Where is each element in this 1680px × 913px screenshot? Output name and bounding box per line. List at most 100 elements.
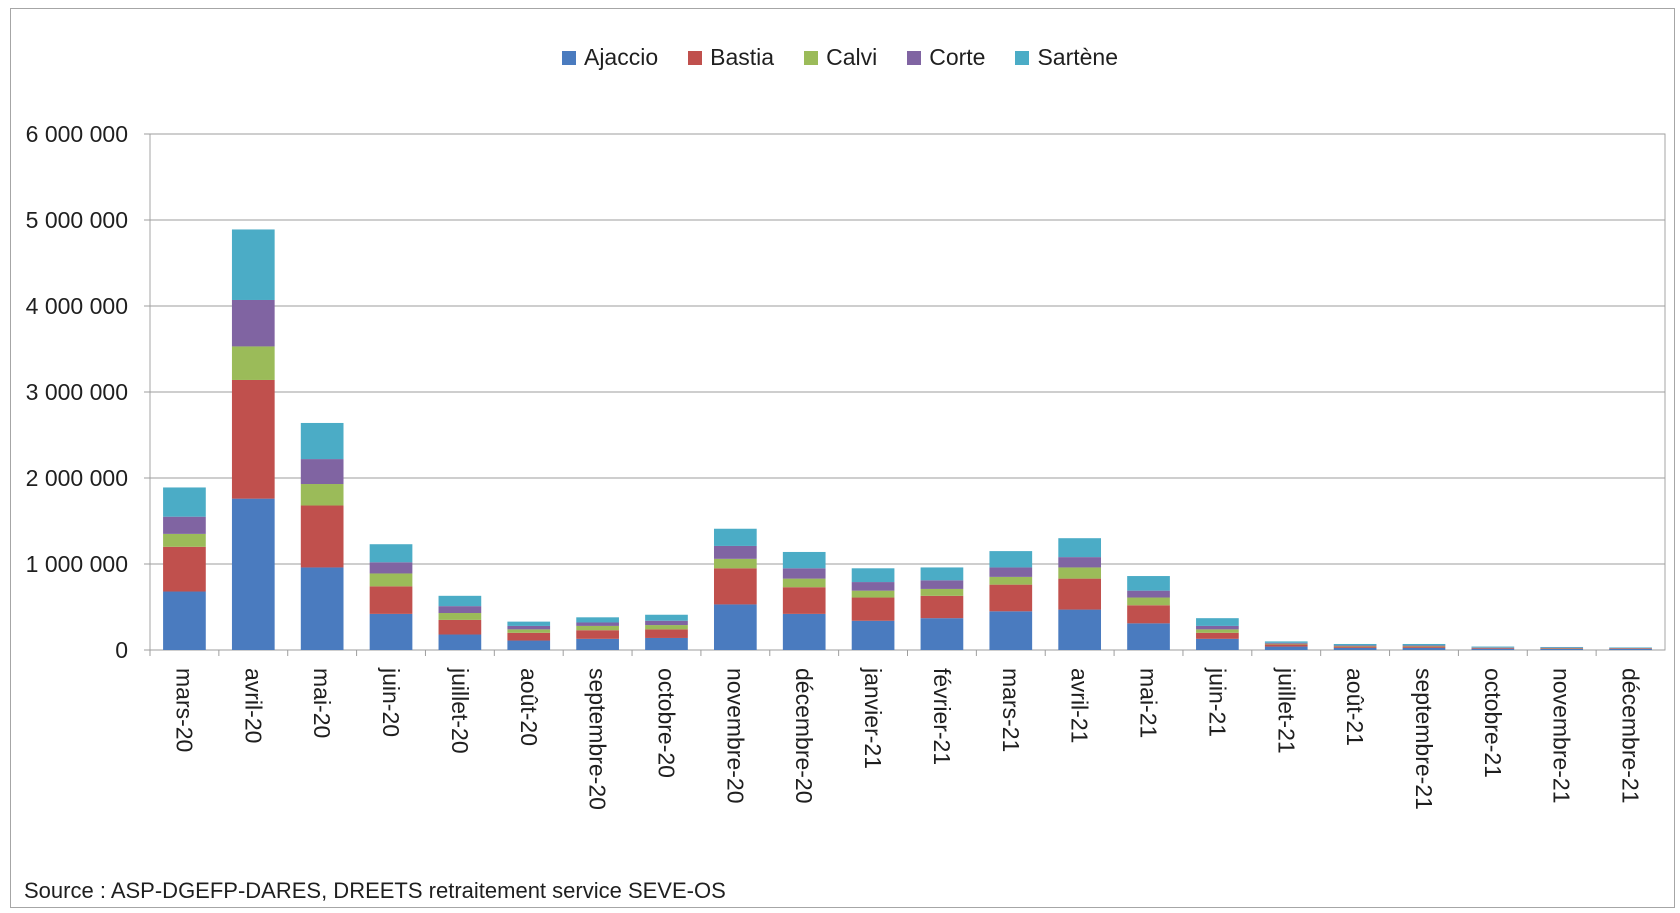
x-tick-label: mai-20 [309, 668, 335, 738]
bar-segment-bastia [645, 629, 688, 638]
bar-segment-calvi [1196, 629, 1239, 633]
bar-segment-calvi [1058, 567, 1102, 579]
x-tick-label: décembre-20 [791, 668, 817, 804]
legend-item: Bastia [688, 44, 774, 71]
legend-item: Corte [907, 44, 985, 71]
legend-item: Calvi [804, 44, 877, 71]
bar-segment-bastia [851, 597, 895, 621]
bar-segment-ajaccio [507, 640, 551, 650]
bar-segment-sartène [438, 595, 482, 607]
bar-segment-bastia [576, 630, 619, 639]
legend-label: Corte [929, 44, 986, 70]
legend-swatch [688, 50, 703, 65]
bar-segment-bastia [369, 586, 413, 614]
bar-segment-sartène [1127, 576, 1170, 591]
bar-segment-sartène [1058, 538, 1102, 558]
bar-segment-sartène [989, 551, 1033, 568]
bar-segment-ajaccio [1333, 647, 1377, 650]
bar-segment-calvi [1264, 643, 1308, 645]
x-tick-label: mars-20 [171, 668, 197, 752]
bar-segment-corte [1196, 625, 1239, 630]
bar-segment-calvi [782, 578, 826, 588]
bar-segment-bastia [438, 619, 482, 635]
x-tick-label: mars-21 [998, 668, 1024, 752]
bar-segment-bastia [920, 595, 964, 619]
chart-legend: Ajaccio Bastia Calvi Corte Sartène [0, 44, 1680, 71]
bar-segment-ajaccio [369, 613, 413, 650]
x-tick-label: septembre-21 [1411, 668, 1437, 810]
bar-segment-calvi [438, 613, 482, 620]
bar-segment-corte [1264, 642, 1308, 644]
bar-segment-ajaccio [851, 620, 895, 650]
x-tick-label: juin-20 [378, 667, 404, 737]
bar-segment-calvi [1127, 597, 1170, 606]
bar-segment-calvi [300, 484, 344, 506]
bar-segment-calvi [851, 590, 895, 598]
bar-segment-sartène [851, 568, 895, 583]
bar-segment-sartène [1196, 618, 1239, 626]
bar-segment-corte [1402, 645, 1446, 647]
bar-segment-corte [507, 625, 551, 630]
bar-segment-sartène [1402, 643, 1446, 646]
y-tick-label: 6 000 000 [26, 121, 128, 147]
legend-swatch [804, 50, 819, 65]
bar-segment-sartène [369, 544, 413, 563]
bar-segment-sartène [782, 551, 826, 569]
x-tick-label: janvier-21 [860, 667, 886, 769]
bar-segment-ajaccio [1402, 647, 1446, 650]
y-tick-label: 1 000 000 [26, 551, 128, 577]
bar-segment-corte [1127, 590, 1170, 598]
bar-segment-ajaccio [163, 591, 206, 650]
bar-segment-sartène [1264, 641, 1308, 643]
bar-segment-sartène [163, 487, 206, 517]
x-tick-label: novembre-21 [1549, 668, 1575, 804]
bar-segment-corte [645, 620, 688, 626]
bar-segment-ajaccio [782, 613, 826, 650]
y-tick-label: 5 000 000 [26, 207, 128, 233]
bar-segment-corte [713, 545, 757, 559]
bar-segment-sartène [1609, 647, 1652, 648]
bar-segment-corte [989, 567, 1033, 577]
legend-label: Ajaccio [583, 44, 659, 70]
bar-segment-ajaccio [1609, 648, 1652, 650]
x-tick-label: juillet-21 [1273, 667, 1299, 754]
bar-segment-bastia [1540, 648, 1584, 649]
bar-segment-ajaccio [300, 567, 344, 650]
bar-segment-bastia [989, 584, 1033, 612]
bar-segment-calvi [231, 346, 275, 380]
legend-swatch [907, 50, 922, 65]
legend-swatch [561, 50, 576, 65]
bar-segment-bastia [1127, 605, 1170, 624]
bar-segment-bastia [1609, 648, 1652, 649]
bar-segment-sartène [507, 621, 551, 626]
bar-segment-calvi [1402, 646, 1446, 647]
y-tick-label: 2 000 000 [26, 465, 128, 491]
x-tick-label: juillet-20 [447, 667, 473, 754]
x-tick-label: octobre-20 [653, 668, 679, 778]
bar-segment-ajaccio [645, 637, 688, 650]
bar-segment-ajaccio [713, 604, 757, 650]
bar-segment-sartène [300, 422, 344, 460]
chart-frame [10, 8, 1675, 908]
y-tick-label: 4 000 000 [26, 293, 128, 319]
bar-segment-bastia [300, 505, 344, 568]
bar-segment-sartène [1471, 646, 1515, 648]
source-note: Source : ASP-DGEFP-DARES, DREETS retrait… [24, 878, 726, 903]
bar-segment-sartène [231, 229, 275, 300]
bar-segment-bastia [782, 587, 826, 614]
bar-segment-corte [576, 622, 619, 626]
bar-segment-calvi [163, 533, 206, 547]
x-tick-label: avril-20 [240, 668, 266, 743]
bar-segment-sartène [645, 614, 688, 621]
bar-segment-calvi [989, 576, 1033, 585]
x-tick-label: octobre-21 [1480, 668, 1506, 778]
x-tick-label: juin-21 [1204, 667, 1230, 737]
x-tick-label: mai-21 [1136, 668, 1162, 738]
bar-segment-ajaccio [920, 618, 964, 650]
legend-label: Sartène [1037, 44, 1119, 70]
legend-item: Sartène [1015, 44, 1118, 71]
bar-segment-bastia [1196, 632, 1239, 639]
x-tick-label: avril-21 [1067, 668, 1093, 743]
bar-segment-corte [438, 606, 482, 614]
bar-segment-ajaccio [1264, 646, 1308, 650]
